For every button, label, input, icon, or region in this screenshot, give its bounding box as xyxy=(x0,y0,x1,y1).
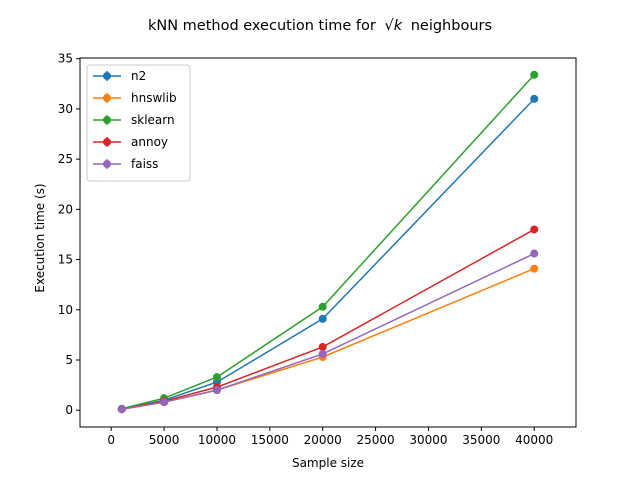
data-point-faiss xyxy=(318,349,327,358)
x-tick-label: 5000 xyxy=(149,433,180,447)
y-tick-label: 0 xyxy=(65,403,73,417)
legend-label: faiss xyxy=(131,157,158,171)
data-point-sklearn xyxy=(530,70,539,79)
title-suffix: neighbours xyxy=(411,18,492,34)
data-point-n2 xyxy=(530,94,539,103)
legend-box xyxy=(86,64,191,182)
chart-title: kNN method execution time for √k neighbo… xyxy=(148,18,492,34)
series-line-annoy xyxy=(121,228,535,410)
y-tick-label: 15 xyxy=(58,253,73,267)
svg-text:kNN method execution time for: kNN method execution time for √k neighbo… xyxy=(148,18,492,34)
x-tick-label: 10000 xyxy=(198,433,236,447)
series-line-hnswlib xyxy=(121,267,535,410)
legend-label: annoy xyxy=(131,135,168,149)
legend-item-faiss: faiss xyxy=(93,157,158,171)
legend-swatch-marker xyxy=(103,116,111,124)
y-tick-label: 20 xyxy=(58,202,73,216)
legend-item-sklearn: sklearn xyxy=(93,113,175,127)
y-tick-label: 30 xyxy=(58,102,73,116)
legend-item-hnswlib: hnswlib xyxy=(93,91,177,105)
x-axis-label: Sample size xyxy=(292,456,364,470)
legend-swatch-marker xyxy=(103,160,111,168)
legend-item-annoy: annoy xyxy=(93,135,168,149)
title-main: kNN method execution time for xyxy=(148,18,376,34)
data-point-sklearn xyxy=(318,302,327,311)
x-tick-label: 0 xyxy=(107,433,115,447)
legend: n2 hnswlib sklearn annoy faiss xyxy=(86,64,191,182)
x-tick-label: 25000 xyxy=(356,433,394,447)
data-point-hnswlib xyxy=(530,264,539,273)
data-point-annoy xyxy=(530,225,539,234)
x-tick-label: 20000 xyxy=(304,433,342,447)
data-point-n2 xyxy=(318,314,327,323)
y-tick-label: 5 xyxy=(65,353,73,367)
data-point-faiss xyxy=(530,249,539,258)
data-point-faiss xyxy=(117,405,126,414)
series-layer xyxy=(117,70,539,414)
legend-swatch-marker xyxy=(103,138,111,146)
data-point-annoy xyxy=(318,342,327,351)
x-tick-label: 35000 xyxy=(462,433,500,447)
legend-swatch-marker xyxy=(103,72,111,80)
data-point-faiss xyxy=(212,386,221,395)
y-axis: 0 5 10 15 20 25 30 35 xyxy=(58,52,80,417)
legend-item-n2: n2 xyxy=(93,69,146,83)
title-sqrt-k: k xyxy=(394,18,403,34)
series-line-faiss xyxy=(121,252,535,410)
y-tick-label: 10 xyxy=(58,303,73,317)
data-point-faiss xyxy=(160,398,169,407)
y-tick-label: 35 xyxy=(58,52,73,66)
x-tick-label: 30000 xyxy=(409,433,447,447)
y-axis-label: Execution time (s) xyxy=(33,183,47,292)
data-point-sklearn xyxy=(212,373,221,382)
x-tick-label: 40000 xyxy=(515,433,553,447)
legend-label: sklearn xyxy=(131,113,175,127)
plot-area xyxy=(79,57,577,428)
x-tick-label: 15000 xyxy=(251,433,289,447)
x-axis: 0 5000 10000 15000 20000 25000 30000 35000 40000 xyxy=(107,427,553,447)
title-sqrt-sign: √ xyxy=(384,18,394,34)
series-annoy xyxy=(117,225,539,414)
legend-label: hnswlib xyxy=(131,91,177,105)
legend-label: n2 xyxy=(131,69,146,83)
series-faiss xyxy=(117,249,539,414)
legend-swatch-marker xyxy=(103,94,111,102)
y-tick-label: 25 xyxy=(58,152,73,166)
